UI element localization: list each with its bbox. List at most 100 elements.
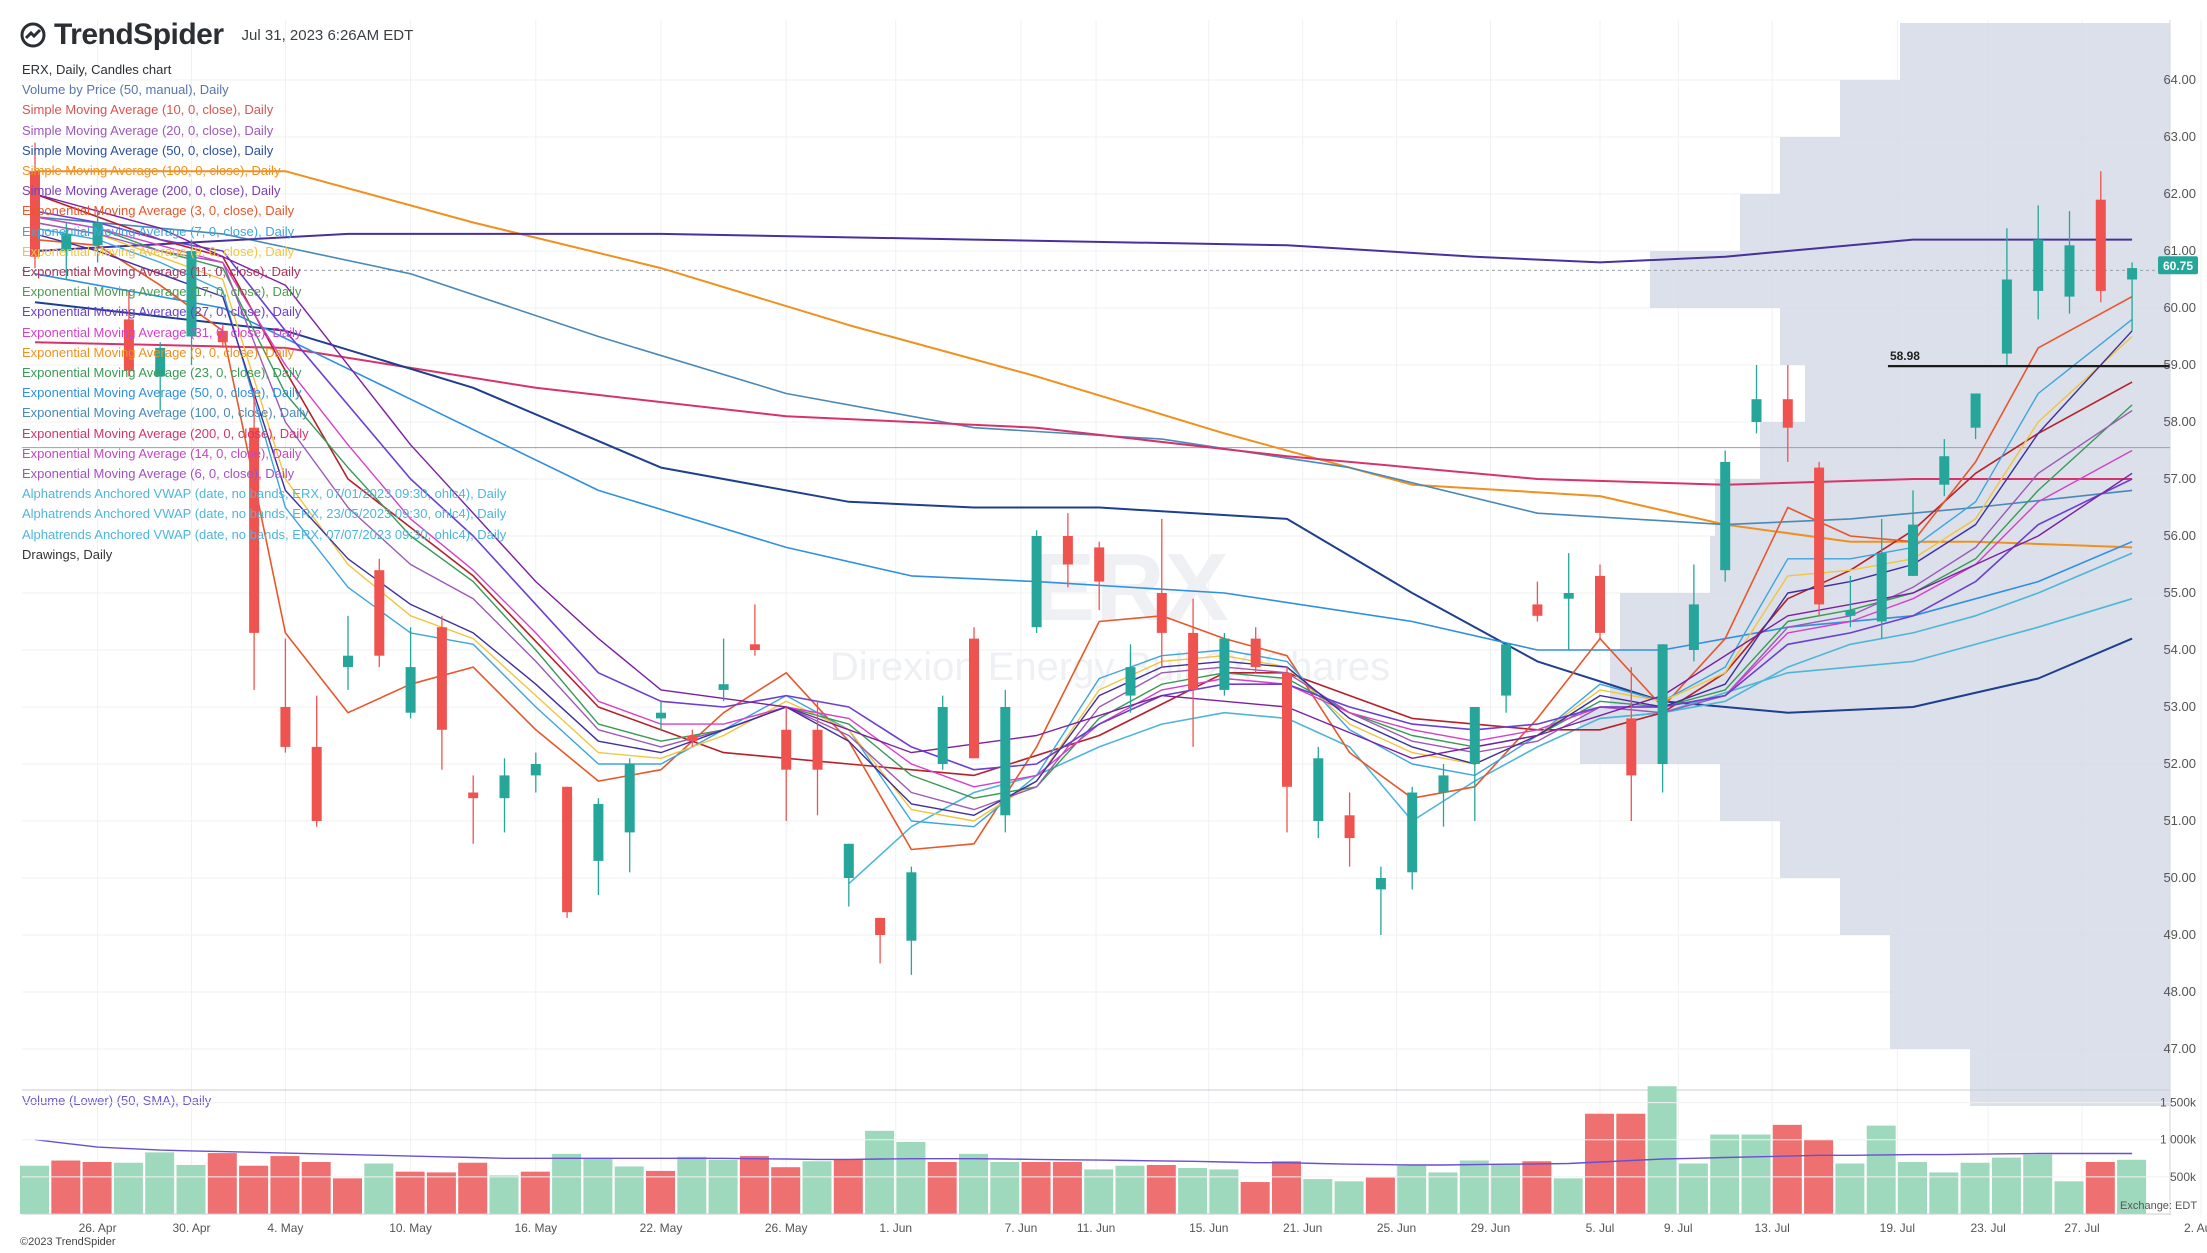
candle-body [280,707,291,747]
candle-body [1939,456,1950,485]
legend-item[interactable]: Exponential Moving Average (31, 0, close… [22,324,302,340]
legend-item[interactable]: Alphatrends Anchored VWAP (date, no band… [22,486,507,502]
volume-bar [395,1171,425,1214]
volume-bar [364,1163,394,1214]
candle-body [718,684,729,690]
candle-body [1688,604,1699,650]
price-tick-label: 47.00 [2163,1041,2196,1056]
time-tick-label: 15. Jun [1189,1221,1228,1235]
legend-item[interactable]: Drawings, Daily [22,546,113,562]
legend-item[interactable]: Exponential Moving Average (7, 0, close)… [22,223,295,239]
legend-item[interactable]: Exponential Moving Average (100, 0, clos… [22,405,309,421]
legend-item[interactable]: Alphatrends Anchored VWAP (date, no band… [22,526,507,542]
volume-bar [2085,1162,2115,1214]
legend-item[interactable]: Exponential Moving Average (17, 0, close… [22,284,302,300]
legend-item[interactable]: Exponential Moving Average (6, 0, close)… [22,466,295,482]
volume-bar [927,1162,957,1214]
legend-item[interactable]: Exponential Moving Average (3, 0, close)… [22,203,295,219]
legend-item[interactable]: Alphatrends Anchored VWAP (date, no band… [22,506,507,522]
legend-item[interactable]: Exponential Moving Average (23, 0, close… [22,365,302,381]
candle-body [593,803,604,861]
moving-average-line [34,216,2133,788]
candle-body [1375,878,1386,890]
vbp-bar [1840,878,2170,935]
legend-item[interactable]: Simple Moving Average (50, 0, close), Da… [22,142,274,158]
volume-bar [20,1165,49,1214]
volume-by-price [1580,23,2170,1106]
candle-body [217,330,228,343]
legend-item[interactable]: Simple Moving Average (200, 0, close), D… [22,183,281,199]
volume-bar [802,1161,832,1214]
legend-item[interactable]: Volume by Price (50, manual), Daily [22,82,229,98]
candle-body [656,712,666,719]
chart-timestamp: Jul 31, 2023 6:26AM EDT [241,26,414,44]
volume-bar [1240,1182,1270,1214]
legend-item[interactable]: Simple Moving Average (20, 0, close), Da… [22,122,274,138]
vbp-bar [1890,992,2170,1049]
time-tick-label: 4. May [267,1221,303,1235]
vbp-bar [1840,80,2170,137]
moving-average-line [34,221,2133,811]
volume-bar [614,1166,644,1214]
volume-bar [1303,1179,1333,1214]
time-tick-label: 11. Jun [1077,1221,1115,1235]
legend-item[interactable]: Exponential Moving Average (11, 0, close… [22,264,301,280]
time-tick-label: 26. May [765,1221,808,1235]
volume-bar [1084,1169,1114,1214]
moving-average-line [34,216,2133,526]
vbp-bar [1780,308,2170,365]
moving-average-line [34,232,2133,264]
candle-body [92,222,103,246]
volume-bar [176,1164,206,1214]
legend-item[interactable]: Exponential Moving Average (50, 0, close… [22,385,302,401]
volume-bar [1710,1134,1740,1214]
moving-average-line [34,273,2133,651]
legend-item[interactable]: Exponential Moving Average (9, 0, close)… [22,243,295,259]
volume-bar [1647,1086,1677,1214]
candle-body [812,729,823,770]
price-tick-label: 51.00 [2163,813,2196,828]
time-tick-label: 7. Jun [1005,1221,1038,1235]
volume-bar [1272,1161,1301,1214]
brand-header: TrendSpider Jul 31, 2023 6:26AM EDT [20,18,413,52]
volume-bar [552,1153,582,1214]
volume-bar [990,1162,1020,1214]
price-tick-label: 48.00 [2163,984,2196,999]
volume-bar [583,1159,613,1214]
legend-item[interactable]: Exponential Moving Average (9, 0, close)… [22,344,295,360]
horizontal-drawing[interactable]: 58.98 [1887,349,2170,368]
volume-tick-label: 1 000k [2160,1133,2197,1147]
candle-body [155,347,166,377]
time-tick-label: 13. Jul [1754,1221,1789,1235]
legend-item[interactable]: Exponential Moving Average (14, 0, close… [22,445,302,461]
candle-body [1000,707,1011,816]
volume-bar [896,1141,926,1214]
candle-body [562,786,573,913]
candle-body [1626,718,1637,776]
legend-item[interactable]: Exponential Moving Average (200, 0, clos… [22,425,309,441]
exchange-label: Exchange: EDT [2120,1200,2198,1212]
last-price-tag: 60.75 [2158,256,2198,275]
candle-body [1438,775,1449,793]
candle-body [749,644,760,650]
legend-item[interactable]: Simple Moving Average (100, 0, close), D… [22,163,281,179]
volume-sma-line [34,1139,2133,1166]
price-axis: 64.00 63.00 62.00 61.00 60.00 59.00 58.00 57.00… [2163,72,2196,1056]
time-tick-label: 1. Jun [879,1221,912,1235]
legend-item[interactable]: Simple Moving Average (10, 0, close), Da… [22,102,274,118]
candle-body [875,917,886,935]
copyright: ©2023 TrendSpider [20,1236,116,1248]
volume-bar [1772,1124,1802,1214]
price-tick-label: 56.00 [2163,528,2196,543]
volume-bar [1052,1162,1082,1214]
time-tick-label: 29. Jun [1471,1221,1510,1235]
candle-body [1313,758,1324,821]
legend-item[interactable]: Exponential Moving Average (27, 0, close… [22,304,302,320]
price-tick-label: 49.00 [2163,927,2196,942]
volume-bar [1115,1165,1145,1214]
vbp-bar [1805,365,2170,422]
volume-bar [1459,1160,1489,1214]
volume-bar [1741,1134,1771,1214]
candle-body [1125,667,1136,696]
